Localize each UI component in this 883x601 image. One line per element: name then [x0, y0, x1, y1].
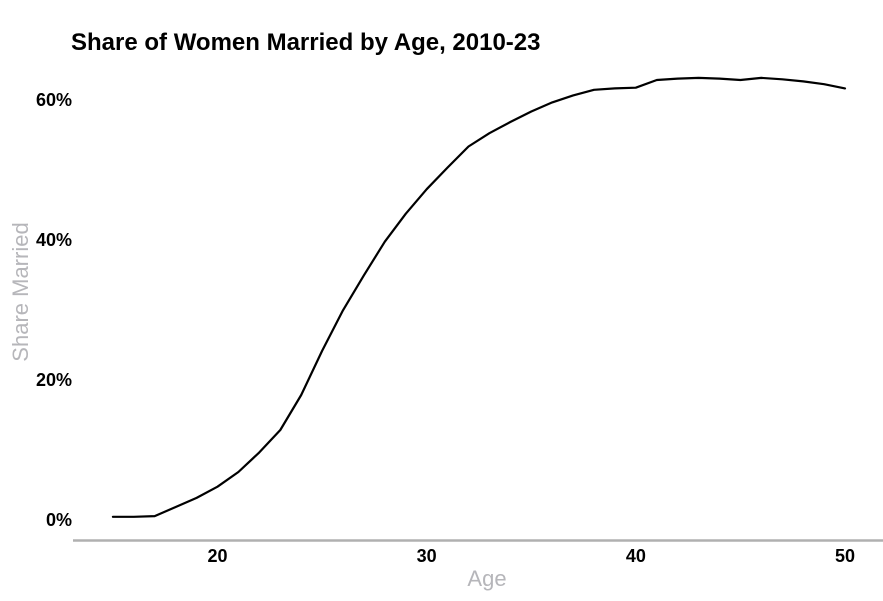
chart-title: Share of Women Married by Age, 2010-23	[71, 29, 541, 56]
y-tick-label-60%: 60%	[35, 90, 72, 110]
x-tick-label-20: 20	[207, 546, 228, 566]
y-axis-title: Share Married	[8, 222, 33, 362]
x-axis-title: Age	[467, 566, 507, 591]
x-tick-label-30: 30	[416, 546, 437, 566]
y-tick-label-40%: 40%	[35, 230, 72, 250]
x-tick-label-40: 40	[625, 546, 646, 566]
married-share-line	[111, 76, 847, 518]
x-tick-label-50: 50	[834, 546, 856, 566]
y-tick-label-0%: 0%	[45, 510, 72, 530]
y-tick-label-20%: 20%	[35, 370, 72, 390]
